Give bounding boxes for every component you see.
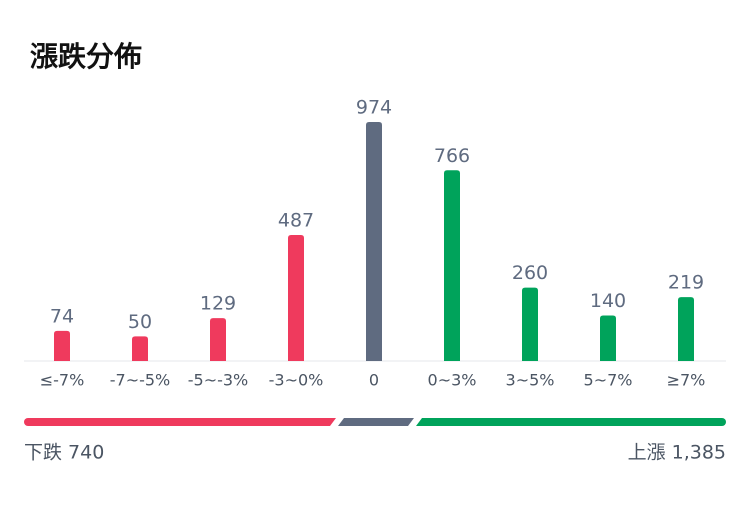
x-tick-label: -5~-3% <box>188 371 249 390</box>
value-label: 74 <box>50 305 74 327</box>
bar <box>366 122 382 361</box>
bar <box>678 297 694 361</box>
value-label: 487 <box>278 210 314 232</box>
x-tick-label: 0 <box>369 371 379 390</box>
flat-segment <box>338 418 414 426</box>
x-tick-label: 3~5% <box>506 371 555 390</box>
bar <box>522 287 538 361</box>
down-count: 下跌 740 <box>24 442 104 464</box>
value-label: 974 <box>356 97 392 119</box>
bar <box>54 330 70 361</box>
bar <box>444 170 460 361</box>
x-tick-label: ≤-7% <box>40 371 85 390</box>
up-segment <box>416 418 726 426</box>
value-label: 129 <box>200 293 236 315</box>
bar <box>132 336 148 361</box>
bar <box>210 318 226 361</box>
x-tick-label: ≥7% <box>667 371 706 390</box>
value-label: 140 <box>590 290 626 312</box>
value-label: 260 <box>512 262 548 284</box>
value-label: 50 <box>128 311 152 333</box>
down-segment <box>24 418 336 426</box>
chart-title: 漲跌分佈 <box>30 40 142 73</box>
value-label: 219 <box>668 272 704 294</box>
value-label: 766 <box>434 145 470 167</box>
up-count: 上漲 1,385 <box>628 442 726 464</box>
x-tick-label: 0~3% <box>428 371 477 390</box>
x-tick-label: -3~0% <box>269 371 324 390</box>
x-tick-label: -7~-5% <box>110 371 171 390</box>
x-tick-label: 5~7% <box>584 371 633 390</box>
bar <box>600 315 616 361</box>
bar <box>288 235 304 361</box>
